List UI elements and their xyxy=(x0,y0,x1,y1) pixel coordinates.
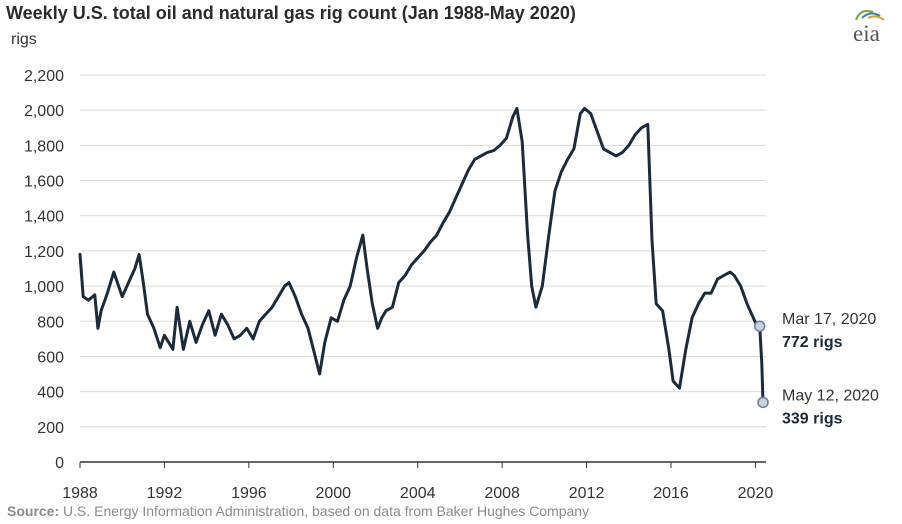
source-note: Source: U.S. Energy Information Administ… xyxy=(7,503,589,519)
source-label: Source: xyxy=(7,503,60,519)
y-tick-label: 1,400 xyxy=(24,209,64,226)
annotations: Mar 17, 2020 772 rigs May 12, 2020 339 rigs xyxy=(753,311,879,427)
x-tick-label: 2008 xyxy=(484,485,520,502)
annotation-value: 339 rigs xyxy=(782,410,843,427)
y-tick-label: 2,000 xyxy=(24,103,64,120)
y-tick-label: 600 xyxy=(37,349,64,366)
eia-logo-mark-icon xyxy=(855,10,885,21)
annotation-marker xyxy=(757,396,769,409)
y-tick-labels: 0 200 400 600 800 1,000 1,200 1,400 1,600 1,800 2,… xyxy=(24,68,64,472)
chart-title: Weekly U.S. total oil and natural gas ri… xyxy=(6,3,576,23)
y-tick-label: 800 xyxy=(37,314,64,331)
x-tick-label: 2020 xyxy=(738,485,774,502)
y-tick-label: 1,000 xyxy=(24,279,64,296)
y-tick-label: 0 xyxy=(55,455,64,472)
x-tick-label: 2012 xyxy=(569,485,605,502)
x-tick-label: 2016 xyxy=(653,485,689,502)
y-axis-unit-label: rigs xyxy=(11,31,37,48)
series-lines xyxy=(78,106,765,404)
annotation-date: Mar 17, 2020 xyxy=(782,311,876,328)
y-tick-label: 1,800 xyxy=(24,138,64,155)
eia-logo-text: eia xyxy=(853,21,880,46)
x-tick-labels: 1988 1992 1996 2000 2004 2008 2012 2016 2020 xyxy=(62,462,773,502)
series-line xyxy=(78,106,765,404)
x-tick-label: 1992 xyxy=(147,485,183,502)
annotation-marker xyxy=(753,320,766,332)
eia-logo: eia xyxy=(826,6,892,50)
x-tick-label: 2000 xyxy=(315,485,351,502)
x-tick-label: 2004 xyxy=(400,485,436,502)
y-tick-label: 2,200 xyxy=(24,68,64,85)
x-tick-label: 1988 xyxy=(62,485,98,502)
y-tick-label: 400 xyxy=(37,385,64,402)
x-tick-label: 1996 xyxy=(231,485,267,502)
grid-lines xyxy=(80,74,766,463)
source-text: U.S. Energy Information Administration, … xyxy=(63,503,590,519)
y-tick-label: 1,600 xyxy=(24,174,64,191)
y-tick-label: 200 xyxy=(37,420,64,437)
annotation-value: 772 rigs xyxy=(782,334,843,351)
annotation-date: May 12, 2020 xyxy=(782,387,879,404)
y-tick-label: 1,200 xyxy=(24,244,64,261)
